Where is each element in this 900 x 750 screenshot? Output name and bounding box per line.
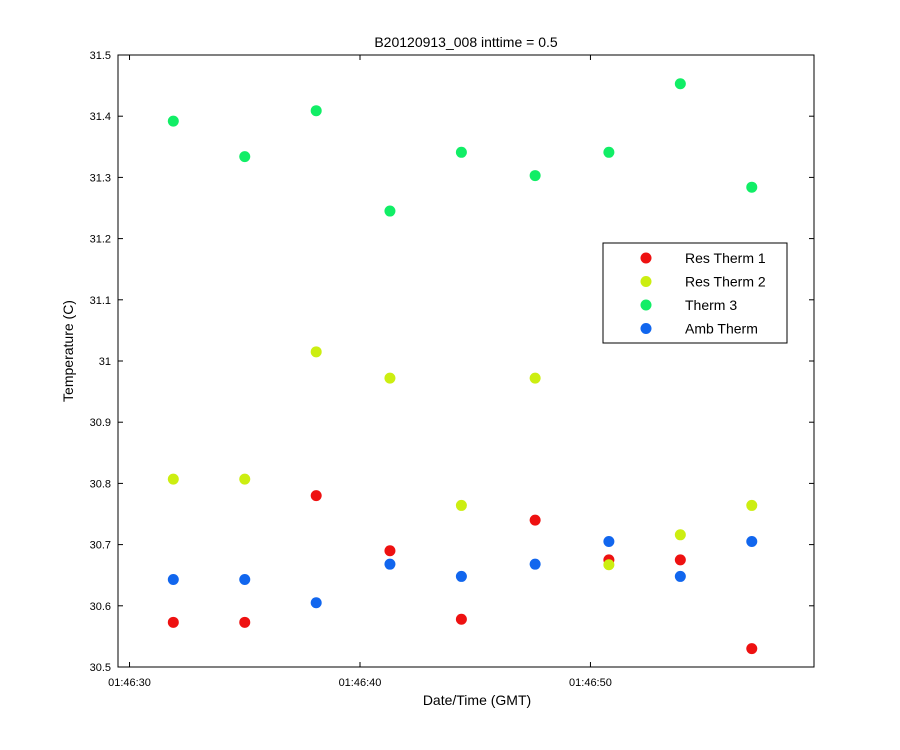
point-res-therm-1 — [529, 514, 541, 526]
point-amb-therm — [674, 570, 686, 582]
legend-box — [602, 242, 788, 344]
y-tick-label: 31.4 — [90, 111, 111, 123]
point-therm-3 — [455, 146, 467, 158]
y-tick-label: 31.3 — [90, 172, 111, 184]
legend-marker — [640, 299, 652, 311]
y-tick-label: 30.7 — [90, 540, 111, 552]
x-axis-label: Date/Time (GMT) — [423, 692, 531, 708]
x-tick-label: 01:46:40 — [339, 677, 382, 689]
legend-label: Res Therm 2 — [685, 274, 766, 290]
x-tick-label: 01:46:30 — [108, 677, 151, 689]
point-amb-therm — [239, 573, 251, 585]
y-tick-label: 31 — [99, 356, 111, 368]
point-amb-therm — [529, 558, 541, 570]
point-amb-therm — [167, 573, 179, 585]
legend-marker — [640, 252, 652, 264]
x-axis: 01:46:30 01:46:40 01:46:50 — [108, 55, 612, 689]
point-therm-3 — [239, 151, 251, 163]
point-res-therm-2 — [746, 499, 758, 511]
point-therm-3 — [746, 181, 758, 193]
legend-label: Amb Therm — [685, 321, 758, 337]
point-res-therm-2 — [167, 473, 179, 485]
point-res-therm-1 — [239, 616, 251, 628]
point-therm-3 — [529, 170, 541, 182]
legend-marker — [640, 323, 652, 334]
point-therm-3 — [384, 205, 396, 217]
y-tick-label: 30.8 — [90, 478, 111, 490]
legend-label: Therm 3 — [685, 297, 737, 313]
y-axis-label: Temperature (C) — [60, 300, 76, 402]
legend-marker — [640, 276, 652, 287]
point-res-therm-2 — [239, 473, 251, 485]
plot-area — [117, 54, 815, 668]
point-amb-therm — [603, 536, 615, 548]
point-res-therm-2 — [384, 372, 396, 384]
point-res-therm-2 — [674, 529, 686, 541]
legend: Res Therm 1 Res Therm 2 Therm 3 Amb Therm — [602, 242, 788, 344]
legend-label: Res Therm 1 — [685, 250, 766, 266]
point-res-therm-1 — [310, 490, 322, 502]
point-res-therm-2 — [529, 372, 541, 384]
point-res-therm-1 — [746, 643, 758, 655]
point-amb-therm — [746, 536, 758, 548]
point-res-therm-1 — [674, 554, 686, 566]
point-res-therm-1 — [167, 616, 179, 628]
point-amb-therm — [384, 558, 396, 570]
y-tick-label: 30.9 — [90, 417, 111, 429]
point-res-therm-1 — [384, 545, 396, 557]
y-tick-label: 30.5 — [90, 662, 111, 674]
data-points — [167, 78, 758, 655]
point-res-therm-2 — [455, 499, 467, 511]
point-res-therm-1 — [455, 613, 467, 625]
y-tick-label: 31.1 — [90, 295, 111, 307]
point-res-therm-2 — [310, 346, 322, 358]
point-therm-3 — [167, 115, 179, 127]
point-amb-therm — [455, 570, 467, 582]
point-therm-3 — [310, 105, 322, 117]
point-therm-3 — [674, 78, 686, 90]
point-therm-3 — [603, 146, 615, 158]
chart-title: B20120913_008 inttime = 0.5 — [374, 34, 558, 50]
y-tick-label: 30.6 — [90, 601, 111, 613]
x-tick-label: 01:46:50 — [569, 677, 612, 689]
point-res-therm-2 — [603, 559, 615, 571]
point-amb-therm — [310, 597, 322, 609]
y-tick-label: 31.2 — [90, 234, 111, 246]
y-tick-label: 31.5 — [90, 50, 111, 62]
y-axis: 30.5 30.6 30.7 30.8 30.9 31 31.1 31.2 31.3 31.4 31… — [90, 50, 814, 674]
